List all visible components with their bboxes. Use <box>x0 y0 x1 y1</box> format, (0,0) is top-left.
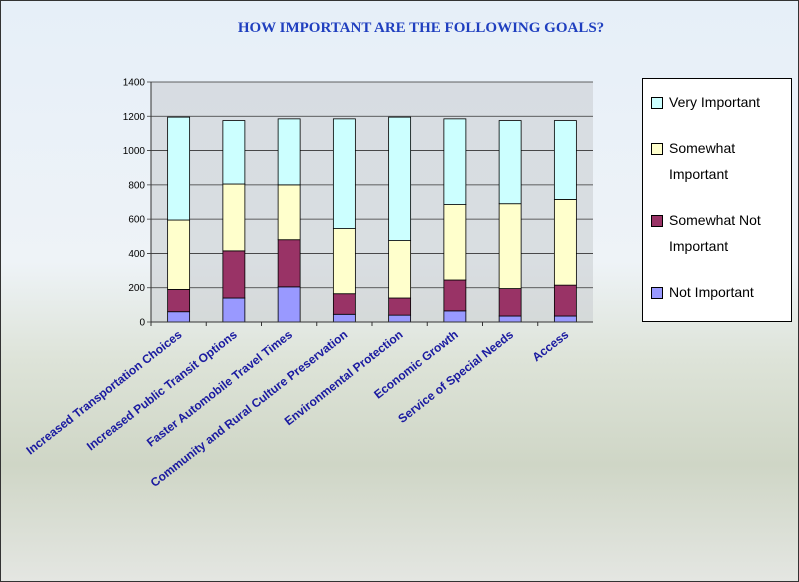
y-tick-label: 0 <box>139 318 145 329</box>
bar-segment <box>278 240 300 287</box>
bar-segment <box>499 289 521 316</box>
bar-segment <box>389 315 411 322</box>
y-tick-label: 200 <box>128 283 145 294</box>
bar-segment <box>168 312 190 322</box>
bar-segment <box>444 311 466 322</box>
slide: HOW IMPORTANT ARE THE FOLLOWING GOALS? 0… <box>0 0 799 582</box>
bar-segment <box>333 314 355 322</box>
bar-segment <box>554 199 576 285</box>
legend-label: Somewhat Not Important <box>669 207 783 259</box>
bar-segment <box>168 220 190 289</box>
legend: Very Important Somewhat Important Somewhat… <box>642 78 792 322</box>
bar-segment <box>554 316 576 322</box>
bar-segment <box>444 119 466 205</box>
bar-segment <box>333 119 355 229</box>
bar-segment <box>389 241 411 298</box>
y-tick-label: 1200 <box>123 112 146 123</box>
y-tick-label: 800 <box>128 180 145 191</box>
bar-segment <box>278 185 300 240</box>
legend-swatch <box>651 143 663 155</box>
x-tick-label: Community and Rural Culture Preservation <box>148 327 351 490</box>
legend-item: Not Important <box>651 279 783 305</box>
y-tick-label: 1400 <box>123 78 146 89</box>
y-tick-label: 600 <box>128 215 145 226</box>
bar-segment <box>223 298 245 322</box>
legend-label: Not Important <box>669 279 754 305</box>
y-tick-label: 400 <box>128 249 145 260</box>
bar-segment <box>499 204 521 289</box>
legend-item: Somewhat Important <box>651 135 783 187</box>
legend-swatch <box>651 97 663 109</box>
bar-segment <box>278 287 300 322</box>
legend-item: Very Important <box>651 89 783 115</box>
y-tick-label: 1000 <box>123 146 146 157</box>
bar-segment <box>499 121 521 204</box>
bar-segment <box>333 294 355 315</box>
bar-segment <box>389 117 411 240</box>
legend-swatch <box>651 287 663 299</box>
plot-area <box>151 82 593 322</box>
legend-label: Very Important <box>669 89 760 115</box>
bar-segment <box>168 289 190 311</box>
bar-segment <box>554 285 576 316</box>
chart-title: HOW IMPORTANT ARE THE FOLLOWING GOALS? <box>238 20 604 36</box>
legend-swatch <box>651 215 663 227</box>
bar-segment <box>499 316 521 322</box>
legend-label: Somewhat Important <box>669 135 783 187</box>
bar-segment <box>389 298 411 315</box>
bar-segment <box>333 229 355 294</box>
legend-item: Somewhat Not Important <box>651 207 783 259</box>
bar-segment <box>554 121 576 200</box>
bar-segment <box>278 119 300 185</box>
bar-segment <box>444 205 466 280</box>
bar-segment <box>168 117 190 220</box>
bar-segment <box>444 280 466 311</box>
bar-segment <box>223 121 245 184</box>
bar-segment <box>223 184 245 251</box>
bar-segment <box>223 251 245 298</box>
x-tick-label: Access <box>529 327 571 364</box>
